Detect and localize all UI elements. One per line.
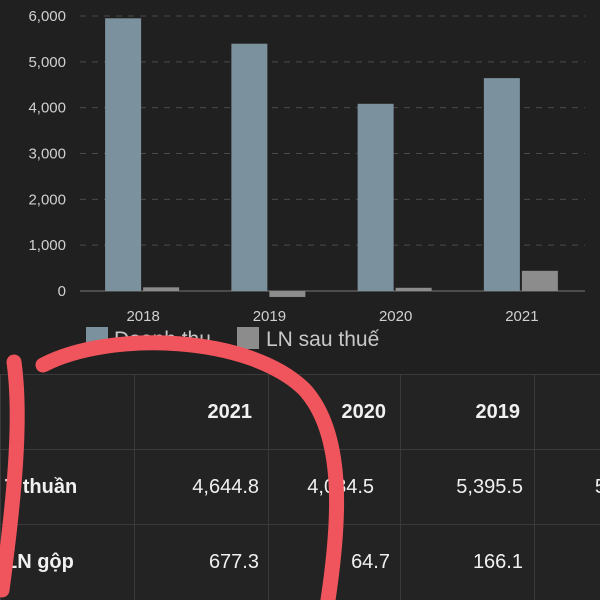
bar-doanh-thu-2021[interactable] bbox=[483, 78, 520, 291]
revenue-profit-chart: 0 1,000 2,000 3,000 4,000 5,000 6,000 2018 2019… bbox=[28, 8, 585, 351]
header-cell-2019[interactable]: 2019 bbox=[475, 401, 521, 423]
bar-ln-sau-thue-2018[interactable] bbox=[143, 287, 180, 291]
legend-swatch-doanh-thu bbox=[86, 327, 108, 349]
legend-label-ln-sau-thue: LN sau thuế bbox=[266, 328, 380, 351]
x-tick-label: 2019 bbox=[253, 308, 286, 325]
bar-ln-sau-thue-2019[interactable] bbox=[269, 291, 306, 297]
y-tick-label: 6,000 bbox=[28, 8, 66, 25]
bar-ln-sau-thue-2021[interactable] bbox=[521, 270, 558, 291]
row-label-ln-gop: LN gộp bbox=[5, 551, 74, 573]
y-tick-label: 3,000 bbox=[28, 146, 66, 163]
header-cell-2020[interactable]: 2020 bbox=[341, 401, 387, 423]
y-tick-label: 5,000 bbox=[28, 54, 66, 71]
bar-doanh-thu-2019[interactable] bbox=[231, 43, 268, 291]
x-tick-label: 2020 bbox=[379, 308, 412, 325]
x-tick-label: 2021 bbox=[505, 308, 538, 325]
x-axis: 2018 2019 2020 2021 bbox=[126, 308, 538, 325]
table-divider bbox=[0, 374, 1, 600]
y-tick-label: 4,000 bbox=[28, 100, 66, 117]
bar-doanh-thu-2018[interactable] bbox=[105, 18, 142, 292]
table-cell: 4,644.8 bbox=[192, 476, 259, 498]
row-label-t-thuan: T thuần bbox=[5, 476, 78, 498]
table-header-row: 2021 2020 2019 bbox=[0, 374, 600, 450]
table-row: LN gộp 677.3 64.7 166.1 bbox=[0, 524, 600, 600]
bar-doanh-thu-2020[interactable] bbox=[357, 103, 394, 291]
chart-legend: Doanh thu LN sau thuế bbox=[86, 327, 380, 351]
table-cell: 5,395.5 bbox=[456, 476, 523, 498]
y-tick-label: 0 bbox=[58, 283, 66, 300]
table-cell: 4,084.5 bbox=[307, 476, 374, 498]
legend-label-doanh-thu: Doanh thu bbox=[114, 328, 211, 351]
chart-bars bbox=[105, 18, 558, 297]
table-cell: 64.7 bbox=[351, 551, 390, 573]
table-cell: 166.1 bbox=[472, 551, 523, 573]
table-cell: 5 bbox=[595, 450, 600, 525]
financial-table: 2021 2020 2019 T thuần 4,644.8 4,084.5 5… bbox=[0, 374, 600, 600]
header-cell-2021[interactable]: 2021 bbox=[207, 401, 253, 423]
table-cell: 677.3 bbox=[208, 551, 259, 573]
table-divider bbox=[134, 374, 135, 600]
table-divider bbox=[400, 374, 401, 600]
legend-swatch-ln-sau-thue bbox=[237, 327, 259, 349]
table-divider bbox=[268, 374, 269, 600]
table-row: T thuần 4,644.8 4,084.5 5,395.5 5 bbox=[0, 449, 600, 525]
bar-ln-sau-thue-2020[interactable] bbox=[395, 287, 432, 291]
y-tick-label: 1,000 bbox=[28, 237, 66, 254]
table-divider bbox=[534, 374, 535, 600]
x-tick-label: 2018 bbox=[126, 308, 159, 325]
y-axis: 0 1,000 2,000 3,000 4,000 5,000 6,000 bbox=[28, 8, 66, 300]
y-tick-label: 2,000 bbox=[28, 191, 66, 208]
